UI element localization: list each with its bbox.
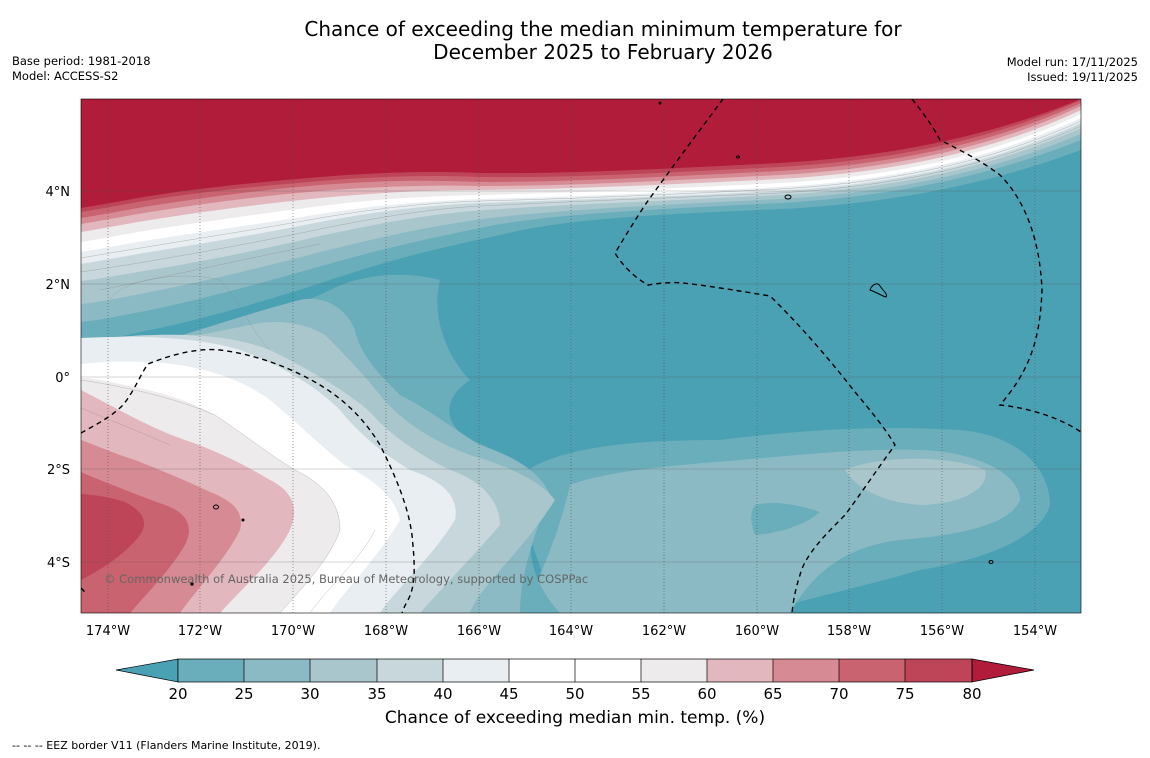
lat-label: 4°N — [46, 185, 71, 200]
colorbar-tick: 40 — [433, 685, 452, 703]
title-line-2: December 2025 to February 2026 — [433, 40, 773, 64]
colorbar-tick: 45 — [499, 685, 518, 703]
colorbar-tick: 80 — [962, 685, 981, 703]
copyright-notice: © Commonwealth of Australia 2025, Bureau… — [104, 572, 589, 586]
lon-label: 174°W — [86, 624, 130, 639]
colorbar-dividers — [243, 659, 906, 682]
lon-label: 170°W — [271, 624, 315, 639]
lon-label: 162°W — [642, 624, 686, 639]
colorbar-tick: 70 — [829, 685, 848, 703]
colorbar-segment — [575, 659, 641, 682]
colorbar-segment — [707, 659, 773, 682]
colorbar-tick: 60 — [697, 685, 716, 703]
lat-labels: 4°N 2°N 0° 2°S 4°S — [46, 185, 71, 571]
lon-label: 164°W — [549, 624, 593, 639]
colorbar-segment — [773, 659, 839, 682]
band-fill — [845, 458, 986, 505]
title-line-1: Chance of exceeding the median minimum t… — [304, 17, 902, 41]
metadata-left: Base period: 1981-2018 Model: ACCESS-S2 — [12, 54, 151, 84]
base-period: Base period: 1981-2018 — [12, 54, 151, 68]
colorbar-segment — [839, 659, 905, 682]
colorbar-tick: 20 — [168, 685, 187, 703]
lat-label: 2°S — [47, 463, 70, 478]
colorbar-segment — [377, 659, 443, 682]
colorbar-segment — [509, 659, 575, 682]
islands — [190, 101, 994, 586]
lat-label: 2°N — [46, 278, 71, 293]
metadata-right: Model run: 17/11/2025 Issued: 19/11/2025 — [1007, 55, 1138, 85]
colorbar: 20 25 30 35 40 45 50 55 60 65 70 75 80 — [115, 658, 1035, 703]
colorbar-low-extend — [115, 658, 179, 683]
colorbar-segment — [641, 659, 707, 682]
colorbar-label: Chance of exceeding median min. temp. (%… — [384, 708, 766, 728]
grid-lines — [81, 190, 1081, 563]
colorbar-tick: 65 — [763, 685, 782, 703]
lon-label: 172°W — [178, 624, 222, 639]
map-frame — [80, 98, 1082, 614]
contour-lines — [81, 120, 1081, 291]
contour-lines — [81, 275, 376, 613]
colorbar-segment — [443, 659, 509, 682]
issued-date: Issued: 19/11/2025 — [1027, 70, 1138, 84]
eez-legend-note: -- -- -- EEZ border V11 (Flanders Marine… — [12, 739, 321, 752]
colorbar-tick: 35 — [367, 685, 386, 703]
lat-label: 4°S — [47, 556, 70, 571]
lon-labels: 174°W 172°W 170°W 168°W 166°W 164°W 162°… — [86, 624, 1057, 639]
colorbar-ticks: 20 25 30 35 40 45 50 55 60 65 70 75 80 — [168, 685, 981, 703]
map-area — [81, 99, 1081, 613]
lon-label: 160°W — [735, 624, 779, 639]
band-fill — [81, 494, 145, 580]
chart-title: Chance of exceeding the median minimum t… — [0, 18, 1150, 64]
lon-label: 156°W — [920, 624, 964, 639]
band-fill — [81, 99, 1081, 208]
colorbar-segment — [244, 659, 310, 682]
colorbar-high-extend — [971, 658, 1035, 683]
colorbar-segment — [178, 659, 244, 682]
band-fill — [751, 502, 820, 535]
colorbar-segment — [905, 659, 972, 682]
colorbar-tick: 55 — [631, 685, 650, 703]
lat-label: 0° — [55, 371, 70, 386]
model-run: Model run: 17/11/2025 — [1006, 55, 1138, 69]
colorbar-tick: 75 — [895, 685, 914, 703]
eez-borders — [81, 99, 1081, 613]
model-name: Model: ACCESS-S2 — [12, 69, 119, 83]
lon-label: 154°W — [1013, 624, 1057, 639]
colorbar-segment — [310, 659, 377, 682]
lon-label: 168°W — [364, 624, 408, 639]
lon-label: 158°W — [827, 624, 871, 639]
colorbar-tick: 50 — [565, 685, 584, 703]
colorbar-tick: 30 — [300, 685, 319, 703]
lon-label: 166°W — [457, 624, 501, 639]
colorbar-frame — [177, 658, 973, 683]
colorbar-tick: 25 — [234, 685, 253, 703]
